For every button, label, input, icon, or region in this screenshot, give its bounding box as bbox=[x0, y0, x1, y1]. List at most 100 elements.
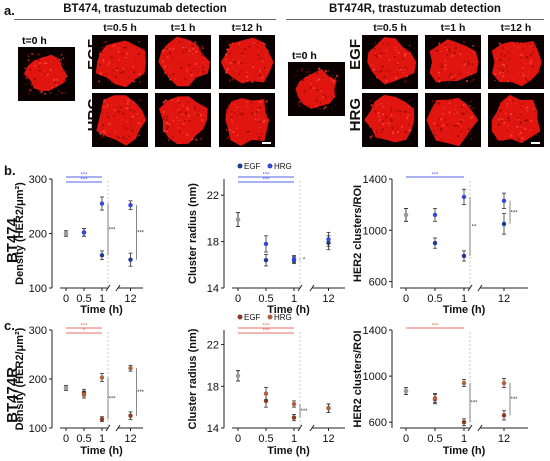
b-density-sig-label-0: *** bbox=[80, 173, 88, 179]
c-radius-break-2 bbox=[309, 424, 315, 432]
b-density-y-tick-label-1: 200 bbox=[29, 229, 47, 241]
b-density-hrg-point-1 bbox=[81, 230, 87, 235]
b-radius-sig-label-0: *** bbox=[262, 173, 270, 179]
b-density-x-tick-label-2: 1 bbox=[99, 293, 105, 305]
c-density-pair-label-0: *** bbox=[108, 396, 116, 402]
b-radius-pair-label-0: * bbox=[303, 258, 306, 264]
b-clusters-sig-label-0: *** bbox=[431, 173, 439, 179]
b-clusters-hrg-point-0 bbox=[403, 212, 409, 218]
bt474r-time-label-2: t=12 h bbox=[500, 22, 532, 34]
bt474r-t0-label: t=0 h bbox=[292, 50, 317, 62]
b-radius-break-2 bbox=[309, 284, 315, 292]
b-density-break-2 bbox=[115, 284, 121, 292]
bt474r-egf-image-1 bbox=[425, 35, 481, 89]
bt474-time-label-0: t=0.5 h bbox=[103, 22, 137, 34]
b-legend-label-egf: EGF bbox=[244, 162, 261, 171]
c-density-x-tick-label-2: 1 bbox=[99, 433, 105, 445]
bt474r-hrg-image-0 bbox=[362, 93, 418, 147]
b-density-pair-label-1: *** bbox=[137, 230, 145, 236]
b-density-y-tick-label-2: 300 bbox=[29, 174, 47, 186]
b-density-sig-label-1: *** bbox=[80, 178, 88, 184]
c-clusters-break-2 bbox=[477, 424, 483, 432]
right-header-rule bbox=[286, 19, 544, 20]
c-density-egf-point-2 bbox=[99, 416, 105, 422]
bt474r-time-label-1: t=1 h bbox=[440, 22, 466, 34]
b-clusters-hrg-point-3 bbox=[501, 198, 507, 203]
b-clusters-hrg-point-2 bbox=[461, 194, 467, 200]
c-density-xlabel: Time (h) bbox=[80, 445, 123, 457]
b-radius-ylabel: Cluster radius (nm) bbox=[187, 183, 199, 284]
b-clusters-hrg-point-1 bbox=[432, 212, 438, 218]
bt474r-hrg-image-1 bbox=[425, 93, 481, 147]
left-header-rule bbox=[14, 19, 276, 20]
b-radius-x-tick-label-0: 0 bbox=[235, 293, 241, 305]
b-clusters-break-2 bbox=[477, 284, 483, 292]
c-radius-y-tick-label-1: 18 bbox=[207, 381, 219, 393]
b-density-hrg-point-0 bbox=[63, 231, 69, 236]
c-density-hrg-point-0 bbox=[63, 385, 69, 391]
c-radius-sig-label-0: *** bbox=[262, 324, 270, 330]
c-density-hrg-point-1 bbox=[81, 392, 87, 397]
b-clusters-y-tick-label-0: 600 bbox=[369, 277, 387, 289]
b-clusters-break-1 bbox=[467, 284, 473, 292]
c-legend-marker-hrg bbox=[267, 314, 273, 320]
bt474-hrg-image-0 bbox=[92, 93, 148, 147]
b-radius-egf-point-1 bbox=[263, 257, 269, 263]
b-density-x-tick-label-1: 0.5 bbox=[76, 293, 91, 305]
b-density-x-tick-label-3: 12 bbox=[124, 293, 136, 305]
b-radius-hrg-point-2 bbox=[291, 256, 297, 262]
bt474-time-label-2: t=12 h bbox=[231, 22, 263, 34]
b-clusters-pair-label-1: *** bbox=[510, 210, 518, 216]
b-clusters-egf-point-3 bbox=[501, 221, 507, 227]
c-density-y-tick-label-0: 100 bbox=[29, 423, 47, 435]
b-clusters-x-tick-label-3: 12 bbox=[498, 293, 510, 305]
c-radius-x-tick-label-1: 0.5 bbox=[258, 433, 273, 445]
c-clusters-hrg-point-0 bbox=[403, 388, 409, 394]
c-radius-hrg-point-3 bbox=[326, 405, 331, 411]
b-radius-x-tick-label-2: 1 bbox=[291, 293, 297, 305]
b-clusters-ylabel: HER2 clusters/ROI bbox=[352, 185, 364, 282]
b-clusters-y-tick-label-1: 1000 bbox=[363, 225, 387, 237]
bt474r-t0-image bbox=[288, 62, 345, 116]
b-radius-hrg-point-3 bbox=[326, 237, 331, 242]
b-radius-y-tick-label-2: 22 bbox=[207, 190, 219, 202]
bt474r-hrg-image-2 bbox=[488, 93, 544, 147]
right-header: BT474R, trastuzumab detection bbox=[329, 3, 501, 15]
c-radius-hrg-point-1 bbox=[263, 391, 269, 396]
c-legend-label-egf: EGF bbox=[244, 313, 261, 322]
c-density-sig-label-1: * bbox=[83, 329, 86, 335]
c-clusters-x-tick-label-3: 12 bbox=[498, 433, 510, 445]
b-density-y-tick-label-0: 100 bbox=[29, 283, 47, 295]
c-clusters-y-tick-label-1: 1000 bbox=[363, 371, 387, 383]
b-clusters-x-tick-label-0: 0 bbox=[403, 293, 409, 305]
c-clusters-egf-point-3 bbox=[501, 413, 507, 418]
c-radius-sig-label-1: *** bbox=[262, 329, 270, 335]
bt474-hrg-image-1 bbox=[155, 93, 211, 147]
c-density-egf-point-3 bbox=[128, 413, 133, 418]
c-clusters-x-tick-label-0: 0 bbox=[403, 433, 409, 445]
c-density-y-tick-label-2: 300 bbox=[29, 325, 47, 337]
c-clusters-break-1 bbox=[467, 424, 473, 432]
c-radius-pair-label-0: *** bbox=[300, 409, 308, 415]
panel-a-label: a. bbox=[4, 3, 15, 18]
b-density-ylabel: Density (HER2/μm²) bbox=[14, 182, 26, 285]
b-radius-hrg-point-1 bbox=[263, 241, 269, 247]
c-density-x-tick-label-0: 0 bbox=[63, 433, 69, 445]
c-radius-hrg-point-2 bbox=[291, 401, 297, 407]
bt474r-egf-image-0 bbox=[362, 35, 418, 89]
left-header: BT474, trastuzumab detection bbox=[63, 3, 227, 15]
c-density-y-tick-label-1: 200 bbox=[29, 374, 47, 386]
b-clusters-egf-point-2 bbox=[461, 253, 467, 259]
c-clusters-hrg-point-1 bbox=[432, 395, 438, 401]
c-radius-y-tick-label-0: 14 bbox=[207, 423, 219, 435]
b-radius-sig-label-1: *** bbox=[262, 178, 270, 184]
c-density-pair-label-1: *** bbox=[137, 390, 145, 396]
c-density-break-1 bbox=[105, 424, 111, 432]
b-clusters-pair-label-0: ** bbox=[472, 224, 477, 230]
c-clusters-ylabel: HER2 clusters/ROI bbox=[352, 330, 364, 427]
b-radius-x-tick-label-3: 12 bbox=[322, 293, 334, 305]
b-legend-marker-hrg bbox=[267, 163, 273, 169]
bt474-t0-label: t=0 h bbox=[22, 35, 47, 47]
bt474-scale-bar bbox=[262, 142, 271, 144]
